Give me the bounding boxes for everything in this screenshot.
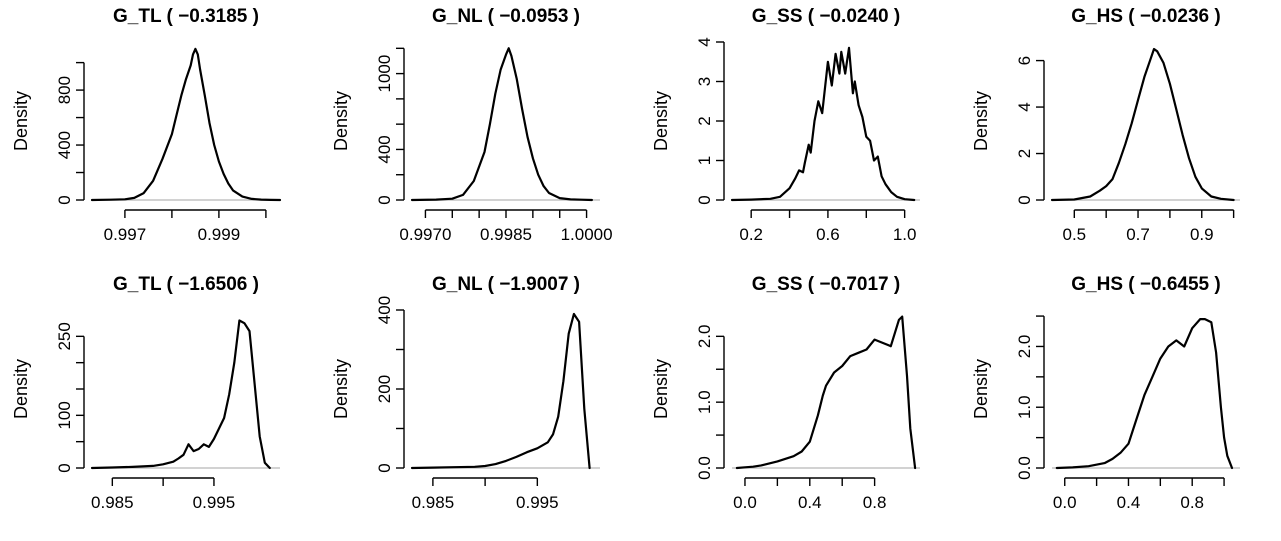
chart-title: G_TL ( −0.3185 ) [113, 6, 259, 27]
y-axis-label: Density [331, 91, 351, 151]
y-axis-label: Density [331, 359, 351, 419]
density-panel-1: G_TL ( −0.3185 ) Density 0 400 800 0.997 0.999 [0, 0, 320, 268]
x-tick-label: 1.0 [893, 225, 917, 244]
y-tick-label: 6 [1015, 56, 1034, 65]
y-tick-label: 1.0 [1015, 395, 1034, 419]
plot-area [1044, 34, 1248, 210]
y-axis-label: Density [11, 91, 31, 151]
x-tick-label: 0.985 [91, 493, 134, 512]
density-curve [1050, 47, 1235, 202]
y-tick-label: 0 [55, 463, 74, 472]
y-tick-label: 800 [55, 76, 74, 104]
y-tick-label: 0 [55, 195, 74, 204]
chart-title: G_SS ( −0.0240 ) [752, 6, 900, 27]
y-axis-label: Density [11, 359, 31, 419]
plot-area [404, 302, 608, 478]
y-tick-label: 2.0 [695, 325, 714, 349]
density-plot: G_HS ( −0.6455 ) Density 0.0 1.0 2.0 0.0 0.4 0.… [971, 274, 1240, 512]
density-plot: G_TL ( −1.6506 ) Density 0 100 250 0.985 0.995 [11, 274, 280, 512]
y-tick-label: 3 [695, 77, 714, 86]
x-tick-label: 0.0 [1053, 493, 1077, 512]
density-plot: G_SS ( −0.7017 ) Density 0.0 1.0 2.0 0.0 0.4 0.… [651, 274, 920, 512]
density-plot: G_SS ( −0.0240 ) Density 0 1 2 3 4 0.2 0.6 1.0 [651, 6, 928, 244]
x-tick-label: 0.8 [1180, 493, 1204, 512]
density-curve [410, 47, 593, 202]
x-tick-label: 1.0000 [561, 225, 613, 244]
y-tick-label: 200 [375, 375, 394, 403]
density-plot: G_NL ( −1.9007 ) Density 0 200 400 0.985 0.995 [331, 274, 608, 512]
chart-title: G_HS ( −0.6455 ) [1071, 274, 1220, 295]
y-tick-label: 0.0 [695, 456, 714, 480]
y-tick-label: 0 [375, 463, 394, 472]
density-curve [90, 319, 271, 470]
density-curve [1055, 317, 1234, 470]
density-panel-3: G_SS ( −0.0240 ) Density 0 1 2 3 4 0.2 0.6 1.0 [640, 0, 960, 268]
x-tick-label: 0.9 [1190, 225, 1214, 244]
density-curve [735, 315, 917, 470]
y-axis-label: Density [971, 359, 991, 419]
x-tick-label: 0.997 [104, 225, 147, 244]
y-tick-label: 2 [695, 116, 714, 125]
density-curve [730, 46, 916, 202]
density-plot: G_TL ( −0.3185 ) Density 0 400 800 0.997 0.999 [11, 6, 288, 244]
density-panel-5: G_TL ( −1.6506 ) Density 0 100 250 0.985 0.995 [0, 268, 320, 536]
chart-title: G_NL ( −1.9007 ) [432, 274, 580, 295]
plot-area [84, 34, 288, 210]
x-tick-label: 0.9985 [480, 225, 532, 244]
x-tick-label: 0.7 [1126, 225, 1150, 244]
y-tick-label: 0 [1015, 195, 1034, 204]
x-tick-label: 0.6 [816, 225, 840, 244]
density-panel-6: G_NL ( −1.9007 ) Density 0 200 400 0.985 0.995 [320, 268, 640, 536]
x-tick-label: 0.0 [733, 493, 757, 512]
y-tick-label: 1000 [375, 55, 394, 93]
density-panel-7: G_SS ( −0.7017 ) Density 0.0 1.0 2.0 0.0 0.4 0.… [640, 268, 960, 536]
y-axis-label: Density [971, 91, 991, 151]
plot-area [724, 34, 928, 210]
x-tick-label: 0.999 [198, 225, 241, 244]
y-tick-label: 0.0 [1015, 456, 1034, 480]
x-tick-label: 0.2 [739, 225, 763, 244]
density-plot: G_NL ( −0.0953 ) Density 0 400 1000 0.9970 0.9… [331, 6, 613, 244]
density-curve [410, 312, 591, 470]
chart-title: G_NL ( −0.0953 ) [432, 6, 580, 27]
y-tick-label: 400 [55, 131, 74, 159]
density-panel-4: G_HS ( −0.0236 ) Density 0 2 4 6 0.5 0.7 0.9 [960, 0, 1280, 268]
y-tick-label: 1 [695, 156, 714, 165]
x-tick-label: 0.985 [412, 493, 455, 512]
y-tick-label: 2 [1015, 149, 1034, 158]
y-axis-label: Density [651, 359, 671, 419]
density-panel-2: G_NL ( −0.0953 ) Density 0 400 1000 0.9970 0.9… [320, 0, 640, 268]
y-tick-label: 0 [695, 195, 714, 204]
chart-title: G_HS ( −0.0236 ) [1071, 6, 1220, 27]
density-plot: G_HS ( −0.0236 ) Density 0 2 4 6 0.5 0.7 0.9 [971, 6, 1248, 244]
y-tick-label: 4 [695, 37, 714, 46]
y-tick-label: 400 [375, 135, 394, 163]
x-tick-label: 0.4 [1117, 493, 1141, 512]
chart-title: G_TL ( −1.6506 ) [113, 274, 259, 295]
x-tick-label: 0.5 [1062, 225, 1086, 244]
y-tick-label: 4 [1015, 102, 1034, 111]
y-tick-label: 0 [375, 195, 394, 204]
x-tick-label: 0.8 [863, 493, 887, 512]
plot-area [404, 34, 608, 210]
y-tick-label: 400 [375, 296, 394, 324]
y-tick-label: 1.0 [695, 390, 714, 414]
y-tick-label: 250 [55, 322, 74, 350]
density-curve [90, 47, 282, 202]
x-tick-label: 0.4 [798, 493, 822, 512]
x-tick-label: 0.9970 [399, 225, 451, 244]
y-axis-label: Density [651, 91, 671, 151]
x-tick-label: 0.995 [193, 493, 236, 512]
y-tick-label: 100 [55, 401, 74, 429]
y-tick-label: 2.0 [1015, 335, 1034, 359]
density-panel-8: G_HS ( −0.6455 ) Density 0.0 1.0 2.0 0.0 0.4 0.… [960, 268, 1280, 536]
x-tick-label: 0.995 [516, 493, 559, 512]
chart-title: G_SS ( −0.7017 ) [752, 274, 900, 295]
